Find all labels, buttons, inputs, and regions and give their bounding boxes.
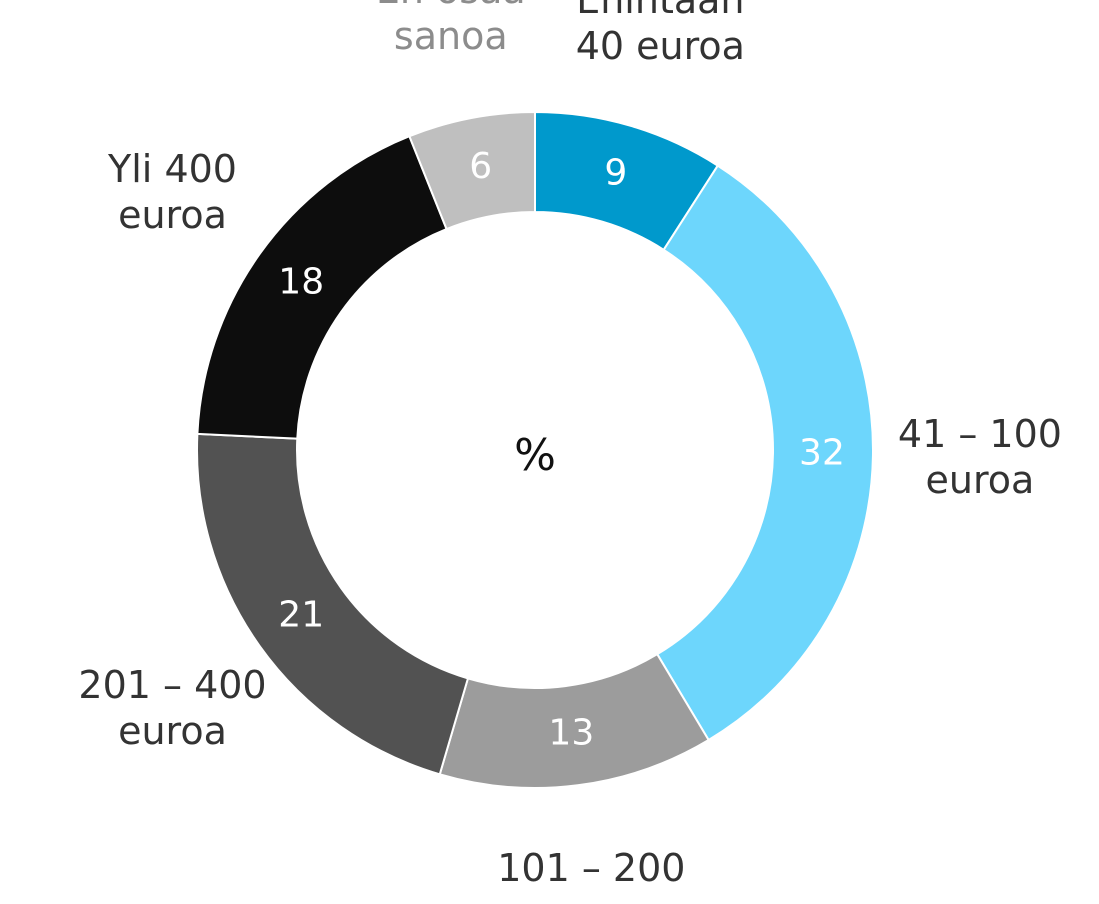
category-label: En osaa sanoa [376,0,526,59]
category-label: 201 – 400 euroa [78,663,267,754]
category-label: Enintään 40 euroa [575,0,745,69]
center-label: % [514,430,556,481]
data-label: 21 [278,594,324,635]
data-label: 9 [604,153,627,194]
data-label: 13 [548,713,594,754]
category-label: 41 – 100 euroa [897,412,1062,503]
donut-segment [196,432,470,776]
donut-segment [655,164,874,742]
category-label: Yli 400 euroa [108,146,237,237]
donut-segment [408,110,536,231]
data-label: 18 [278,262,324,303]
data-label: 32 [799,433,845,474]
category-label: 101 – 200 euroa [497,846,686,904]
data-label: 6 [469,146,492,187]
